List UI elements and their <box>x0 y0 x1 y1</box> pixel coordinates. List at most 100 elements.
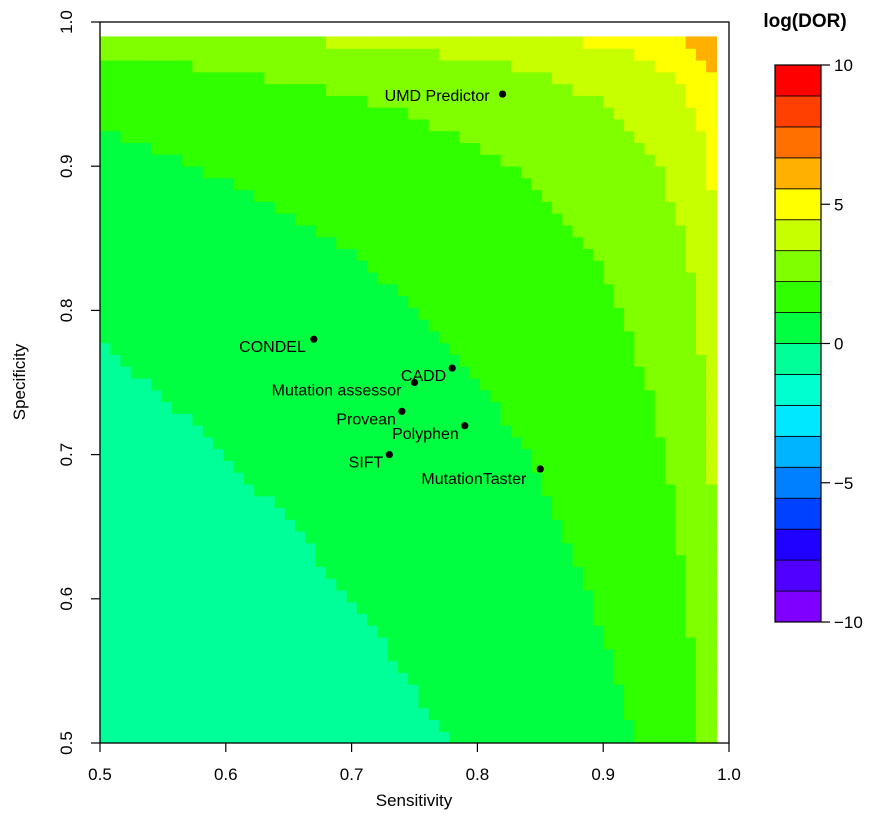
contour-cell <box>562 601 574 615</box>
colorbar-swatch <box>774 374 822 406</box>
contour-cell <box>572 36 584 49</box>
contour-cell <box>685 342 697 355</box>
contour-cell <box>459 342 471 355</box>
contour-cell <box>510 401 522 414</box>
contour-cell <box>500 142 512 155</box>
contour-cell <box>264 684 276 697</box>
contour-cell <box>387 248 399 261</box>
contour-cell <box>213 660 224 673</box>
contour-cell <box>408 519 420 532</box>
contour-cell <box>243 118 255 132</box>
contour-cell <box>552 271 563 285</box>
contour-cell <box>233 448 245 461</box>
contour-cell <box>603 731 615 743</box>
contour-cell <box>223 554 235 567</box>
contour-cell <box>593 354 605 367</box>
contour-cell <box>305 83 317 96</box>
contour-cell <box>264 531 276 544</box>
contour-cell <box>613 519 625 532</box>
contour-cell <box>469 366 481 379</box>
contour-cell <box>254 637 265 650</box>
contour-cell <box>213 731 224 743</box>
contour-cell <box>151 342 163 355</box>
contour-cell <box>408 542 420 556</box>
contour-cell <box>480 307 491 320</box>
contour-cell <box>603 554 615 567</box>
contour-cell <box>397 36 409 49</box>
contour-cell <box>151 542 163 556</box>
contour-cell <box>665 83 676 96</box>
contour-cell <box>408 118 420 132</box>
contour-cell <box>243 731 255 743</box>
contour-cell <box>346 542 358 556</box>
contour-cell <box>582 165 594 179</box>
contour-cell <box>623 83 635 96</box>
contour-cell <box>151 248 163 261</box>
contour-cell <box>706 483 718 497</box>
contour-cell <box>634 319 646 332</box>
contour-cell <box>100 83 111 96</box>
contour-cell <box>480 519 491 532</box>
contour-cell <box>346 507 358 520</box>
contour-cell <box>459 224 471 238</box>
contour-cell <box>469 436 481 450</box>
contour-cell <box>295 731 307 743</box>
contour-cell <box>387 177 399 191</box>
contour-cell <box>151 531 163 544</box>
contour-cell <box>336 448 348 461</box>
contour-cell <box>552 342 563 355</box>
contour-cell <box>213 248 224 261</box>
contour-cell <box>531 495 543 509</box>
contour-cell <box>675 95 687 108</box>
contour-cell <box>572 507 584 520</box>
contour-cell <box>387 648 399 662</box>
contour-cell <box>315 319 327 332</box>
contour-cell <box>562 165 574 179</box>
contour-cell <box>120 165 132 179</box>
contour-cell <box>202 236 214 249</box>
contour-cell <box>623 672 635 685</box>
contour-cell <box>151 460 163 473</box>
contour-cell <box>428 36 440 49</box>
contour-cell <box>408 425 420 438</box>
contour-cell <box>572 601 584 615</box>
contour-cell <box>100 637 111 650</box>
contour-cell <box>315 707 327 721</box>
contour-cell <box>603 354 615 367</box>
contour-cell <box>552 660 563 673</box>
contour-cell <box>644 59 656 73</box>
contour-cell <box>695 507 707 520</box>
contour-cell <box>356 189 368 202</box>
contour-cell <box>695 413 707 426</box>
contour-cell <box>490 436 502 450</box>
contour-cell <box>377 283 389 297</box>
contour-cell <box>182 613 194 626</box>
contour-cell <box>336 36 348 49</box>
contour-cell <box>295 436 307 450</box>
contour-cell <box>531 83 543 96</box>
contour-cell <box>582 436 594 450</box>
contour-cell <box>377 413 389 426</box>
contour-cell <box>182 95 194 108</box>
contour-cell <box>120 354 132 367</box>
contour-cell <box>254 589 265 603</box>
contour-cell <box>572 519 584 532</box>
contour-cell <box>161 472 173 485</box>
contour-cell <box>315 472 327 485</box>
contour-cell <box>254 542 265 556</box>
contour-cell <box>120 648 132 662</box>
contour-cell <box>192 519 204 532</box>
contour-cell <box>582 130 594 144</box>
contour-cell <box>521 613 533 626</box>
contour-cell <box>171 389 183 403</box>
contour-cell <box>141 189 152 202</box>
contour-cell <box>428 71 440 85</box>
contour-cell <box>654 342 666 355</box>
contour-cell <box>192 613 204 626</box>
contour-cell <box>572 342 584 355</box>
contour-cell <box>428 566 440 579</box>
contour-cell <box>634 201 646 214</box>
contour-cell <box>654 177 666 191</box>
contour-cell <box>613 130 625 144</box>
contour-cell <box>130 165 142 179</box>
